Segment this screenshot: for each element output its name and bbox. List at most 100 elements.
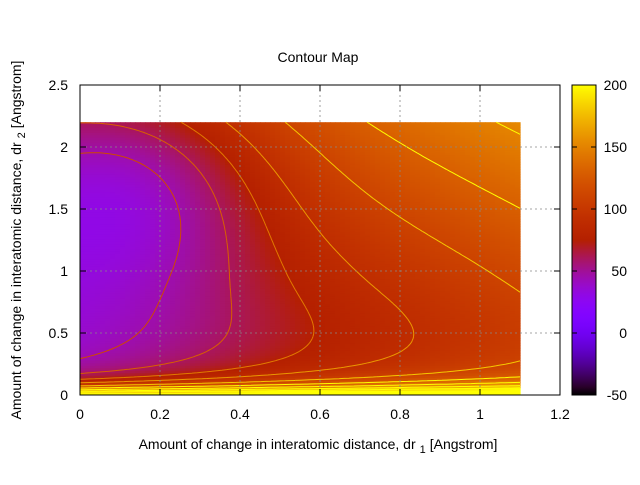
heatmap-cell [205,315,211,319]
heatmap-cell [145,156,151,160]
heatmap-cell [280,156,286,160]
heatmap-cell [120,226,126,230]
heatmap-cell [195,151,201,156]
heatmap-cell [155,246,161,250]
heatmap-cell [295,124,301,128]
heatmap-cell [240,139,246,143]
heatmap-cell [240,347,246,351]
heatmap-cell [210,129,216,133]
heatmap-cell [290,357,296,361]
heatmap-cell [175,228,181,232]
heatmap-cell [300,142,306,146]
heatmap-cell [290,179,296,183]
heatmap-cell [205,387,211,391]
heatmap-cell [145,166,151,170]
heatmap-cell [200,251,206,255]
heatmap-cell [170,171,176,175]
heatmap-cell [190,171,196,175]
heatmap-cell [175,132,181,136]
heatmap-cell [115,184,121,188]
heatmap-cell [105,385,111,389]
heatmap-cell [240,256,246,260]
heatmap-cell [270,382,276,386]
heatmap-cell [275,315,281,319]
heatmap-cell [265,285,271,289]
heatmap-cell [285,258,291,262]
heatmap-cell [270,151,276,156]
heatmap-cell [85,154,91,158]
heatmap-cell [130,186,136,190]
heatmap-cell [155,176,161,180]
heatmap-cell [300,330,306,334]
heatmap-cell [215,275,221,280]
heatmap-cell [190,241,196,245]
heatmap-cell [110,228,116,232]
heatmap-cell [135,248,141,252]
heatmap-cell [135,216,141,220]
heatmap-cell [150,377,156,381]
heatmap-cell [140,273,146,277]
heatmap-cell [140,392,146,395]
heatmap-cell [270,305,276,309]
heatmap-cell [100,392,106,395]
heatmap-cell [145,340,151,344]
heatmap-cell [95,139,101,143]
heatmap-cell [195,283,201,287]
heatmap-cell [270,266,276,270]
heatmap-cell [265,305,271,309]
heatmap-cell [255,124,261,128]
heatmap-cell [145,201,151,205]
heatmap-cell [265,365,271,369]
heatmap-cell [215,236,221,240]
heatmap-cell [185,335,191,339]
heatmap-cell [235,142,241,146]
heatmap-cell [145,330,151,334]
heatmap-cell [250,362,256,366]
heatmap-cell [190,357,196,361]
heatmap-cell [125,365,131,369]
heatmap-cell [230,355,236,359]
heatmap-cell [240,233,246,237]
heatmap-cell [170,337,176,342]
heatmap-cell [215,387,221,391]
heatmap-cell [185,303,191,307]
heatmap-cell [155,199,161,203]
heatmap-cell [185,352,191,356]
heatmap-cell [100,342,106,346]
heatmap-cell [170,221,176,225]
heatmap-cell [140,166,146,170]
heatmap-cell [80,330,86,334]
heatmap-cell [85,206,91,210]
heatmap-cell [150,189,156,193]
heatmap-cell [95,218,101,222]
heatmap-cell [120,333,126,337]
heatmap-cell [220,335,226,339]
heatmap-cell [265,367,271,371]
heatmap-cell [200,313,206,317]
heatmap-cell [300,211,306,215]
heatmap-cell [260,342,266,346]
heatmap-cell [165,342,171,346]
heatmap-cell [80,206,86,210]
heatmap-cell [245,151,251,156]
heatmap-cell [145,223,151,227]
heatmap-cell [220,295,226,299]
heatmap-cell [165,209,171,213]
heatmap-cell [250,360,256,364]
heatmap-cell [80,280,86,284]
heatmap-cell [200,137,206,141]
heatmap-cell [150,238,156,242]
heatmap-cell [240,335,246,339]
heatmap-cell [140,335,146,339]
heatmap-cell [140,261,146,265]
heatmap-cell [115,337,121,342]
heatmap-cell [305,278,311,282]
heatmap-cell [225,370,231,374]
heatmap-cell [210,159,216,163]
heatmap-cell [170,196,176,200]
heatmap-cell [100,186,106,190]
heatmap-cell [185,295,191,299]
heatmap-cell [285,236,291,240]
heatmap-cell [215,273,221,277]
heatmap-cell [290,275,296,280]
